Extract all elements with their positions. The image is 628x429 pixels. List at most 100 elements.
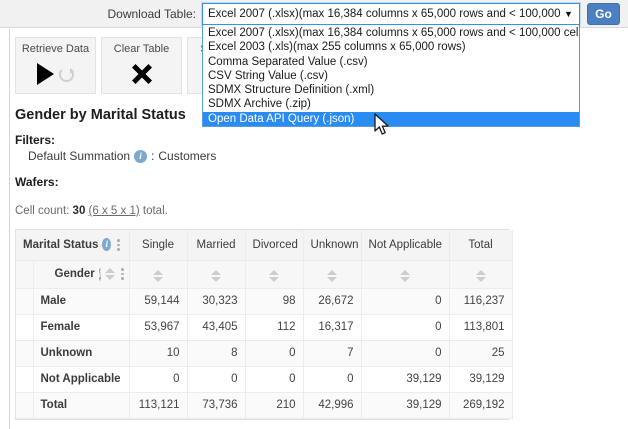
sort-updown-icon[interactable] [327, 270, 338, 282]
row-spacer [16, 340, 34, 367]
dropdown-option-open-data-api[interactable]: Open Data API Query (.json) [203, 111, 579, 127]
cell-count-suffix: total. [142, 205, 168, 217]
dropdown-option-csv-string[interactable]: CSV String Value (.csv) [208, 69, 328, 82]
cell-value: 0 [303, 366, 362, 393]
retrieve-data-button[interactable]: Retrieve Data [15, 37, 96, 94]
cell-value: 25 [449, 340, 513, 367]
column-dimension-label: Marital Status [23, 238, 99, 251]
sort-control-single[interactable] [129, 260, 188, 289]
cell-value: 8 [187, 340, 246, 367]
dropdown-option-csv[interactable]: Comma Separated Value (.csv) [208, 55, 368, 68]
chevron-down-icon: ▼ [564, 9, 573, 19]
clear-table-button[interactable]: Clear Table [101, 37, 182, 94]
corner-spacer [16, 260, 34, 289]
row-spacer [16, 366, 34, 393]
cell-value: 112 [245, 314, 304, 341]
cell-value: 0 [361, 340, 450, 367]
info-icon[interactable]: i [134, 149, 148, 163]
column-header-not-applicable[interactable]: Not Applicable [361, 230, 450, 261]
column-header-unknown[interactable]: Unknown [303, 230, 362, 261]
refresh-icon [59, 66, 74, 82]
cell-value: 113,121 [129, 392, 188, 419]
row-label: Male [33, 288, 130, 315]
dropdown-option-sdmx-structure[interactable]: SDMX Structure Definition (.xml) [208, 84, 375, 97]
cell-value: 210 [245, 392, 304, 419]
sort-updown-icon[interactable] [211, 270, 222, 282]
dropdown-option-excel-2007[interactable]: Excel 2007 (.xlsx)(max 16,384 columns x … [208, 27, 579, 39]
download-table-label: Download Table: [107, 7, 196, 21]
filter-row: Default Summation i : Customers [28, 149, 216, 163]
row-label: Female [33, 314, 130, 341]
sort-control-married[interactable] [187, 260, 246, 289]
info-icon[interactable]: i [102, 238, 112, 252]
pivot-table-head: Marital Status i Single Married Divorced… [16, 230, 513, 289]
kebab-menu-icon[interactable] [115, 239, 122, 251]
sort-control-unknown[interactable] [303, 260, 362, 289]
sort-updown-icon[interactable] [269, 270, 280, 282]
row-label: Total [33, 392, 130, 419]
cell-value: 0 [245, 340, 304, 367]
page-title: Gender by Marital Status [15, 107, 186, 123]
dropdown-option-excel-2003[interactable]: Excel 2003 (.xls)(max 255 columns x 65,0… [208, 41, 466, 54]
column-header-single[interactable]: Single [129, 230, 188, 261]
table-row: Total 113,121 73,736 210 42,996 39,129 2… [16, 392, 513, 419]
row-spacer [16, 288, 34, 315]
cell-value: 73,736 [187, 392, 246, 419]
cell-count-text: Cell count: 30 (6 x 5 x 1) total. [15, 205, 168, 217]
cell-value: 0 [245, 366, 304, 393]
row-dimension-row: Gender i [16, 260, 513, 289]
column-dimension-row: Marital Status i Single Married Divorced… [16, 230, 513, 261]
cell-value: 0 [187, 366, 246, 393]
sort-control-total[interactable] [449, 260, 513, 289]
pivot-table: Marital Status i Single Married Divorced… [16, 230, 513, 419]
cell-count-prefix: Cell count: [15, 205, 70, 217]
table-row: Male 59,144 30,323 98 26,672 0 116,237 [16, 288, 513, 315]
column-dimension-header: Marital Status i [16, 230, 130, 261]
cell-value: 39,129 [449, 366, 513, 393]
info-icon[interactable]: i [98, 267, 102, 281]
filters-section-label: Filters: [15, 133, 56, 147]
table-row: Not Applicable 0 0 0 0 39,129 39,129 [16, 366, 513, 393]
cell-value: 0 [361, 314, 450, 341]
sort-updown-icon[interactable] [475, 270, 486, 282]
clear-table-label: Clear Table [113, 43, 170, 55]
cell-value: 0 [361, 288, 450, 315]
column-header-married[interactable]: Married [187, 230, 246, 261]
row-dimension-header: Gender i [33, 260, 130, 289]
sort-updown-icon[interactable] [105, 268, 116, 280]
cell-value: 113,801 [449, 314, 513, 341]
cell-value: 16,317 [303, 314, 362, 341]
cell-value: 30,323 [187, 288, 246, 315]
cell-value: 42,996 [303, 392, 362, 419]
cell-value: 116,237 [449, 288, 513, 315]
play-icon [37, 63, 54, 85]
cell-value: 269,192 [449, 392, 513, 419]
cell-value: 0 [129, 366, 188, 393]
cell-value: 10 [129, 340, 188, 367]
retrieve-data-label: Retrieve Data [21, 43, 90, 55]
column-header-total[interactable]: Total [449, 230, 513, 261]
close-x-icon [131, 64, 152, 84]
download-format-select[interactable]: Excel 2007 (.xlsx)(max 16,384 columns x … [202, 3, 580, 25]
download-format-dropdown-list[interactable]: Excel 2007 (.xlsx)(max 16,384 columns x … [202, 25, 580, 128]
download-toolbar: Download Table: Excel 2007 (.xlsx)(max 1… [0, 0, 628, 28]
cell-value: 7 [303, 340, 362, 367]
sort-updown-icon[interactable] [400, 270, 411, 282]
cell-value: 98 [245, 288, 304, 315]
cell-value: 39,129 [361, 392, 450, 419]
row-spacer [16, 392, 34, 419]
sort-updown-icon[interactable] [153, 270, 164, 282]
cell-value: 26,672 [303, 288, 362, 315]
sort-control-divorced[interactable] [245, 260, 304, 289]
row-label: Not Applicable [33, 366, 130, 393]
cell-count-value: 30 [72, 205, 86, 217]
sort-control-not-applicable[interactable] [361, 260, 450, 289]
kebab-menu-icon[interactable] [119, 268, 126, 280]
column-header-divorced[interactable]: Divorced [245, 230, 304, 261]
download-format-selected-value: Excel 2007 (.xlsx)(max 16,384 columns x … [208, 8, 562, 20]
go-button[interactable]: Go [587, 3, 620, 25]
row-dimension-label: Gender [54, 268, 95, 280]
cell-count-dimensions[interactable]: (6 x 5 x 1) [88, 205, 140, 217]
dropdown-option-sdmx-archive[interactable]: SDMX Archive (.zip) [208, 98, 311, 111]
cell-value: 59,144 [129, 288, 188, 315]
